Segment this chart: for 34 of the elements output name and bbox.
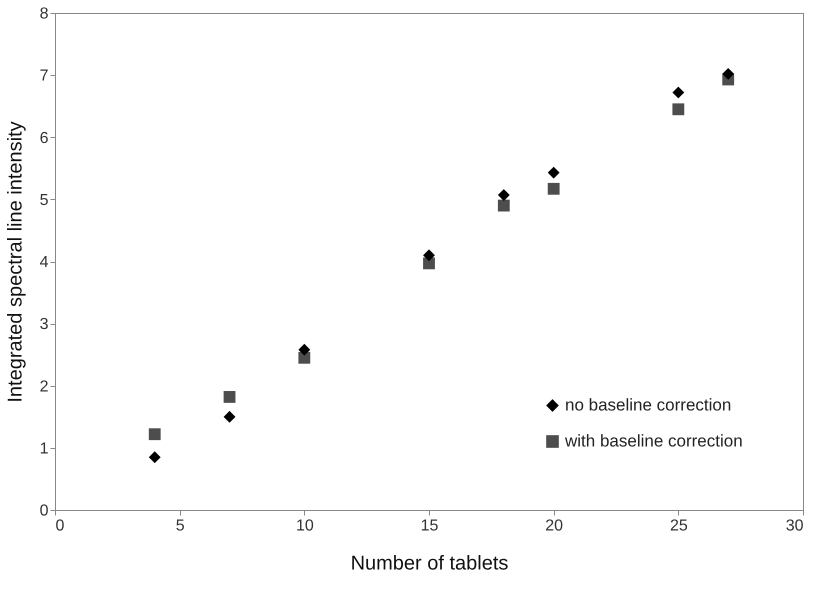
point	[672, 103, 684, 116]
x-tick-label: 5	[176, 518, 185, 534]
point	[672, 86, 684, 98]
y-tick-label: 3	[40, 316, 49, 334]
legend-label: with baseline correction	[564, 432, 743, 450]
point	[548, 182, 560, 195]
x-axis-title: Number of tablets	[350, 552, 508, 574]
point	[423, 257, 435, 270]
y-tick-label: 8	[40, 6, 49, 22]
point	[423, 249, 435, 262]
point	[224, 391, 236, 403]
legend-label: no baseline correction	[565, 396, 732, 414]
point	[722, 68, 734, 80]
point	[224, 410, 236, 423]
y-tick-label: 7	[40, 68, 49, 85]
y-tick-label: 5	[40, 192, 49, 209]
x-tick-label: 0	[56, 518, 64, 534]
y-tick-label: 1	[40, 440, 49, 458]
point	[498, 189, 510, 201]
x-tick-label: 15	[420, 518, 438, 534]
y-axis-title: Integrated spectral line intensity	[4, 121, 27, 403]
x-tick-label: 20	[545, 518, 564, 534]
point	[498, 200, 510, 212]
point	[148, 428, 161, 440]
y-tick-label: 6	[40, 130, 49, 147]
y-tick-label: 4	[40, 254, 49, 271]
point	[548, 166, 560, 179]
y-tick-label: 0	[40, 502, 49, 520]
y-tick-label: 2	[40, 378, 49, 396]
point	[298, 344, 310, 356]
x-tick-label: 25	[670, 518, 688, 534]
x-tick-label: 30	[786, 518, 804, 534]
x-tick-label: 10	[296, 518, 314, 534]
point	[148, 451, 161, 464]
